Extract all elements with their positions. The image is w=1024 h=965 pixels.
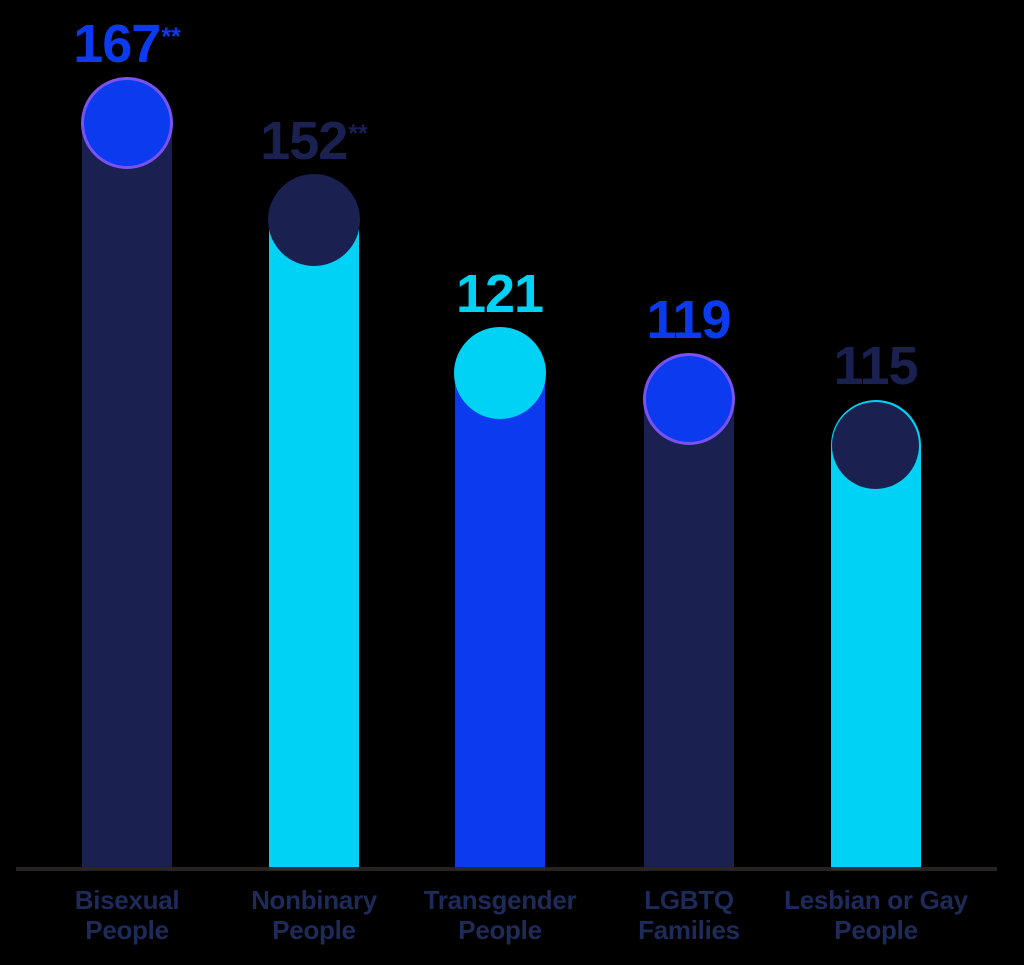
bar-value-label: 167** — [73, 17, 181, 71]
category-label-line1: Lesbian or Gay — [784, 885, 968, 915]
bar-dot — [81, 77, 173, 169]
category-label-bisexual: Bisexual People — [75, 885, 180, 945]
category-label-line2: People — [458, 915, 542, 945]
bar-value-number: 115 — [833, 336, 918, 396]
bar-group-bisexual: 167** Bisexual People — [73, 0, 181, 965]
bar-group-nonbinary: 152** Nonbinary People — [251, 0, 377, 965]
bar-dot — [454, 327, 546, 419]
bar-group-transgender: 121 Transgender People — [424, 0, 577, 965]
bar-value-number: 152 — [260, 111, 348, 171]
category-label-line1: Nonbinary — [251, 885, 377, 915]
category-label-lesbian-gay: Lesbian or Gay People — [784, 885, 968, 945]
bar-value-label: 121 — [456, 267, 544, 321]
x-axis-line — [16, 867, 997, 871]
category-label-line2: People — [834, 915, 918, 945]
category-label-line2: People — [272, 915, 356, 945]
bar-dot — [643, 353, 735, 445]
bar-value-asterisks: ** — [161, 23, 181, 51]
bar-value-number: 121 — [455, 264, 544, 324]
category-label-line1: Transgender — [423, 885, 577, 915]
category-label-transgender: Transgender People — [424, 885, 577, 945]
bar-column — [82, 78, 172, 870]
bar-column — [269, 175, 359, 870]
bar-value-label: 152** — [260, 114, 368, 168]
category-label-line1: LGBTQ — [644, 885, 734, 915]
category-label-line1: Bisexual — [74, 885, 180, 915]
bar-value-number: 119 — [646, 290, 731, 350]
category-label-line2: Families — [638, 915, 740, 945]
bar-value-label: 115 — [833, 339, 918, 393]
bar-value-label: 119 — [646, 293, 731, 347]
bar-group-lgbtq-families: 119 LGBTQ Families — [638, 0, 740, 965]
category-label-lgbtq-families: LGBTQ Families — [638, 885, 740, 945]
category-label-nonbinary: Nonbinary People — [251, 885, 377, 945]
category-label-line2: People — [85, 915, 169, 945]
bar-dot — [832, 402, 919, 489]
bar-value-asterisks: ** — [348, 120, 368, 148]
bar-value-number: 167 — [73, 14, 161, 74]
bar-dot — [268, 174, 360, 266]
bar-group-lesbian-gay: 115 Lesbian or Gay People — [784, 0, 968, 965]
